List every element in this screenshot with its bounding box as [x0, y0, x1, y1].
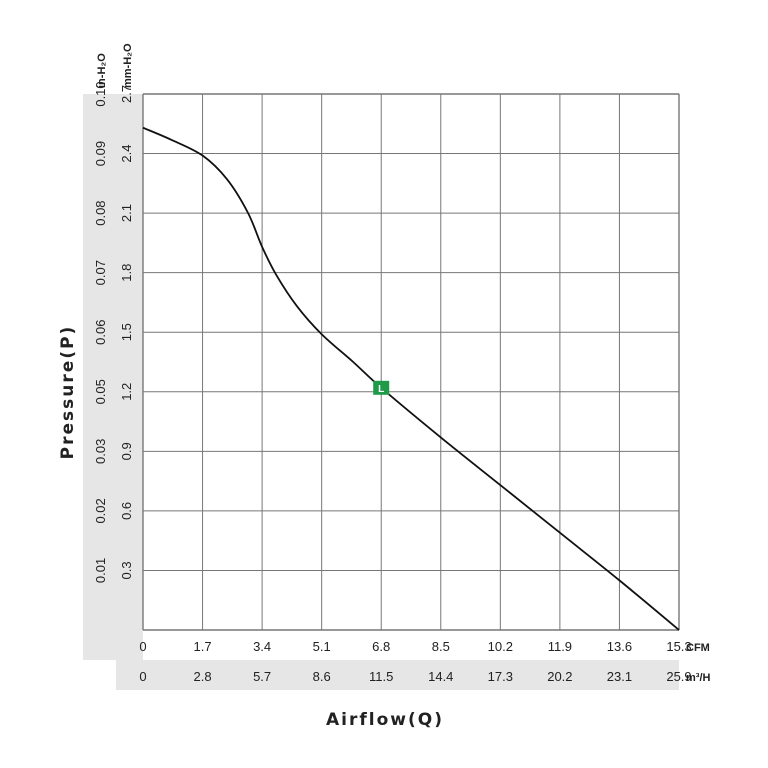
y-tick-label-mm: 0.6 [119, 502, 134, 520]
y-tick-label-in: 0.10 [93, 81, 108, 106]
y-tick-label-in: 0.09 [93, 141, 108, 166]
y-tick-label-in: 0.05 [93, 379, 108, 404]
x-tick-label-m3h: 11.5 [369, 669, 393, 684]
x-tick-label-m3h: 0 [139, 669, 146, 684]
y-tick-label-in: 0.06 [93, 320, 108, 345]
x-unit-cfm: CFM [686, 642, 710, 654]
operating-point-marker: L [373, 380, 390, 395]
x-tick-label-m3h: 17.3 [488, 669, 513, 684]
x-tick-label-cfm: 1.7 [194, 639, 212, 654]
x-tick-label-m3h: 5.7 [253, 669, 271, 684]
y-tick-label-mm: 1.8 [119, 264, 134, 282]
x-tick-label-m3h: 25.9 [666, 669, 691, 684]
x-tick-label-cfm: 5.1 [313, 639, 331, 654]
y-tick-label-mm: 1.2 [119, 383, 134, 401]
x-tick-label-m3h: 23.1 [607, 669, 632, 684]
x-tick-label-cfm: 15.3 [666, 639, 691, 654]
operating-point-label: L [378, 384, 384, 395]
x-tick-label-m3h: 2.8 [194, 669, 212, 684]
plot-grid [142, 93, 680, 631]
x-tick-label-cfm: 8.5 [432, 639, 450, 654]
y-tick-label-in: 0.08 [93, 200, 108, 225]
y-tick-label-in: 0.03 [93, 439, 108, 464]
y-tick-label-mm: 2.1 [119, 204, 134, 222]
x-tick-label-cfm: 13.6 [607, 639, 632, 654]
x-tick-label-cfm: 10.2 [488, 639, 513, 654]
x-tick-label-m3h: 20.2 [547, 669, 572, 684]
y-tick-label-in: 0.01 [93, 558, 108, 583]
x-unit-m3h: m³/H [686, 672, 711, 684]
axis-label-bands [83, 94, 679, 690]
x-tick-label-cfm: 6.8 [372, 639, 390, 654]
x-tick-label-m3h: 14.4 [428, 669, 453, 684]
y-label-band [83, 94, 143, 660]
y-tick-label-mm: 0.3 [119, 561, 134, 579]
x-tick-label-m3h: 8.6 [313, 669, 331, 684]
y-unit-mm: mm-H₂O [122, 43, 134, 88]
x-tick-label-cfm: 11.9 [548, 639, 572, 654]
x-secondary-label-band [116, 660, 679, 690]
y-tick-label-mm: 0.9 [119, 442, 134, 460]
y-axis-title: Pressure(P) [58, 325, 78, 460]
operating-point-box [373, 380, 390, 395]
y-tick-label-mm: 2.7 [119, 85, 134, 103]
series-curve [142, 126, 680, 631]
x-axis-title: Airflow(Q) [326, 710, 444, 730]
x-tick-label-cfm: 0 [139, 639, 146, 654]
pq-curve-line [142, 126, 680, 631]
y-tick-label-in: 0.07 [93, 260, 108, 285]
y-tick-label-mm: 1.5 [119, 323, 134, 341]
y-tick-label-in: 0.02 [93, 498, 108, 523]
y-tick-label-mm: 2.4 [119, 145, 134, 163]
x-tick-label-cfm: 3.4 [253, 639, 271, 654]
plot-area [143, 94, 679, 630]
y-unit-in: in-H₂O [96, 53, 108, 88]
